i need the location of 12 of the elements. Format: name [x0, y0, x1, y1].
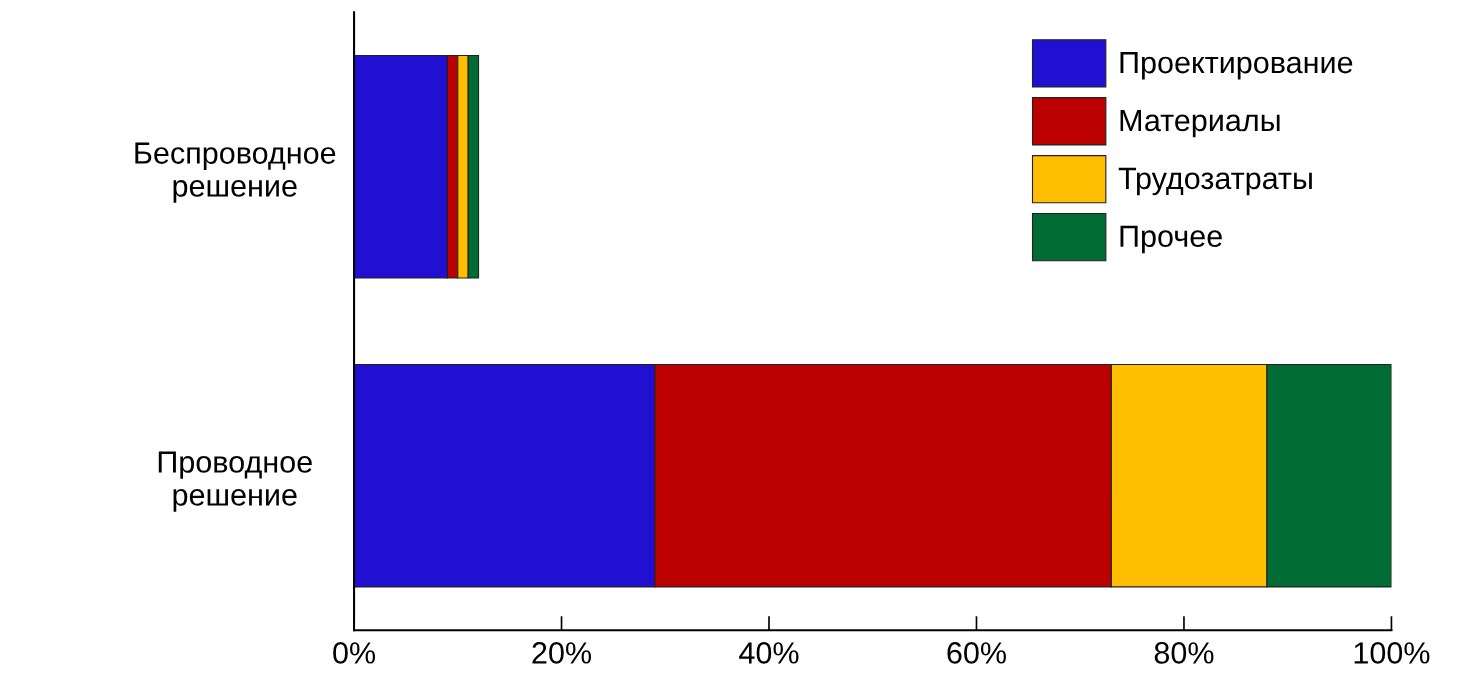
legend-label: Проектирование — [1120, 52, 1353, 80]
x-tick-label: 20% — [532, 642, 592, 664]
x-tick-label: 0% — [333, 642, 376, 664]
legend-label: Прочее — [1120, 225, 1222, 254]
y-tick-label: Проводное решение — [158, 451, 312, 512]
y-tick-label: Беспроводное решение — [135, 142, 336, 203]
legend-label: Трудозатраты — [1118, 167, 1312, 196]
x-tick-label: 40% — [739, 642, 799, 664]
x-tick-label: 100% — [1354, 642, 1430, 664]
x-tick-label: 60% — [947, 642, 1006, 664]
legend-label: Материалы — [1120, 109, 1280, 138]
x-tick-label: 80% — [1154, 642, 1214, 664]
